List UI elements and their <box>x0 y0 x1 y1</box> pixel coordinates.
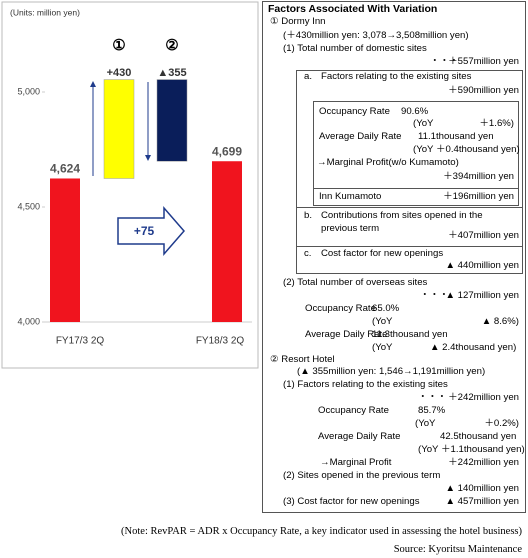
box-a <box>296 70 523 274</box>
change-label: +75 <box>134 224 155 238</box>
panel-text: Average Daily Rate <box>319 131 402 142</box>
panel-text: (YoY <box>372 316 393 327</box>
panel-text: Contributions from sites opened in the <box>321 210 483 221</box>
y-axis-label: (Units: million yen) <box>10 7 80 17</box>
panel-text: ・・・ <box>418 392 447 403</box>
chart: (Units: million yen) +75 4,000 4,500 5,000… <box>1 1 259 369</box>
bar <box>212 161 242 322</box>
panel-text: 42.5thousand yen <box>440 431 517 442</box>
panel-text: Average Daily Rate <box>318 431 401 442</box>
panel-text: 65.0% <box>372 303 400 314</box>
panel-text: (YoY ＋1.1thousand yen) <box>418 444 525 455</box>
panel-text: ▲ 2.4thousand yen) <box>430 342 517 353</box>
panel-text: c. <box>304 248 312 259</box>
panel-text: (＋430million yen: 3,078→3,508million yen… <box>283 30 469 41</box>
panel-text: Occupancy Rate <box>318 405 389 416</box>
box-inner <box>313 101 519 206</box>
panel-text: ＋1.6%) <box>479 118 514 129</box>
panel-frame <box>262 1 526 513</box>
panel-text: Inn Kumamoto <box>319 191 382 202</box>
panel-text: 11.1thousand yen <box>418 131 494 142</box>
panel-text: ▲ 127million yen <box>445 290 520 301</box>
change-arrow <box>117 205 185 257</box>
panel-text: ＋407million yen <box>448 230 519 241</box>
panel-text: (1) Factors relating to the existing sit… <box>283 379 448 390</box>
panel-text: (2) Sites opened in the previous term <box>283 470 441 481</box>
y-tick-label: 5,000 <box>17 86 40 96</box>
panel-text: (2) Total number of overseas sites <box>283 277 428 288</box>
panel-text: →Marginal Profit(w/o Kumamoto) <box>317 157 459 168</box>
divider <box>296 246 523 247</box>
panel-text: Cost factor for new openings <box>321 248 444 259</box>
panel-text: ＋196million yen <box>443 191 514 202</box>
panel-text: →Marginal Profit <box>320 457 392 468</box>
y-tick-label: 4,000 <box>17 316 40 326</box>
panel-text: ・・・ <box>430 56 459 67</box>
panel-text: 11.3thousand yen <box>372 329 448 340</box>
panel-text: ▲ 140million yen <box>445 483 520 494</box>
panel-text: b. <box>304 210 313 221</box>
divider <box>296 207 523 208</box>
panel-text: (YoY ＋0.4thousand yen) <box>413 144 520 155</box>
note: (Note: RevPAR = ADR x Occupancy Rate, a … <box>121 526 522 537</box>
panel-text: ＋590million yen <box>448 85 519 96</box>
source: Source: Kyoritsu Maintenance <box>393 544 522 555</box>
bar-marker: ① <box>112 37 125 54</box>
panel-text: previous term <box>321 223 380 234</box>
panel-text: ▲ 8.6%) <box>481 316 519 327</box>
panel-text: ▲ 457million yen <box>445 496 520 507</box>
divider <box>313 188 519 189</box>
bar <box>156 79 188 162</box>
panel-text: Occupancy Rate <box>305 303 376 314</box>
bar <box>50 178 80 322</box>
x-tick-label: FY18/3 2Q <box>196 336 245 347</box>
panel-text: ＋242million yen <box>448 392 519 403</box>
y-tick-label: 4,500 <box>17 201 40 211</box>
panel-text: (YoY <box>413 118 434 129</box>
panel-text: ▲ 440million yen <box>445 260 520 271</box>
panel-text: (YoY <box>415 418 436 429</box>
panel-text: ② Resort Hotel <box>270 354 335 365</box>
bar-marker: ② <box>165 37 178 54</box>
panel-text: ＋242million yen <box>448 457 519 468</box>
x-tick-label: FY17/3 2Q <box>56 336 105 347</box>
panel-text: a. <box>304 71 313 82</box>
panel-text: ＋394million yen <box>443 171 514 182</box>
panel-text: Average Daily Rate <box>305 329 388 340</box>
value-label: 4,624 <box>50 162 80 176</box>
panel-text: (YoY <box>372 342 393 353</box>
panel-text: Occupancy Rate <box>319 106 390 117</box>
bar <box>103 79 135 179</box>
panel-text: ＋557million yen <box>448 56 519 67</box>
panel-text: Factors relating to the existing sites <box>321 71 472 82</box>
panel-text: 90.6% <box>401 106 429 117</box>
value-label: +430 <box>107 67 132 79</box>
panel-text: (▲ 355million yen: 1,546→1,191million ye… <box>297 366 486 377</box>
panel-text: (3) Cost factor for new openings <box>283 496 420 507</box>
panel-text: (1) Total number of domestic sites <box>283 43 427 54</box>
value-label: ▲355 <box>157 67 186 79</box>
panel-text: ① Dormy Inn <box>270 16 326 27</box>
panel-text: 85.7% <box>418 405 446 416</box>
panel-text: ＋0.2%) <box>484 418 519 429</box>
panel-text: ・・・ <box>420 290 449 301</box>
panel-title: Factors Associated With Variation <box>268 3 438 15</box>
value-label: 4,699 <box>212 144 242 158</box>
